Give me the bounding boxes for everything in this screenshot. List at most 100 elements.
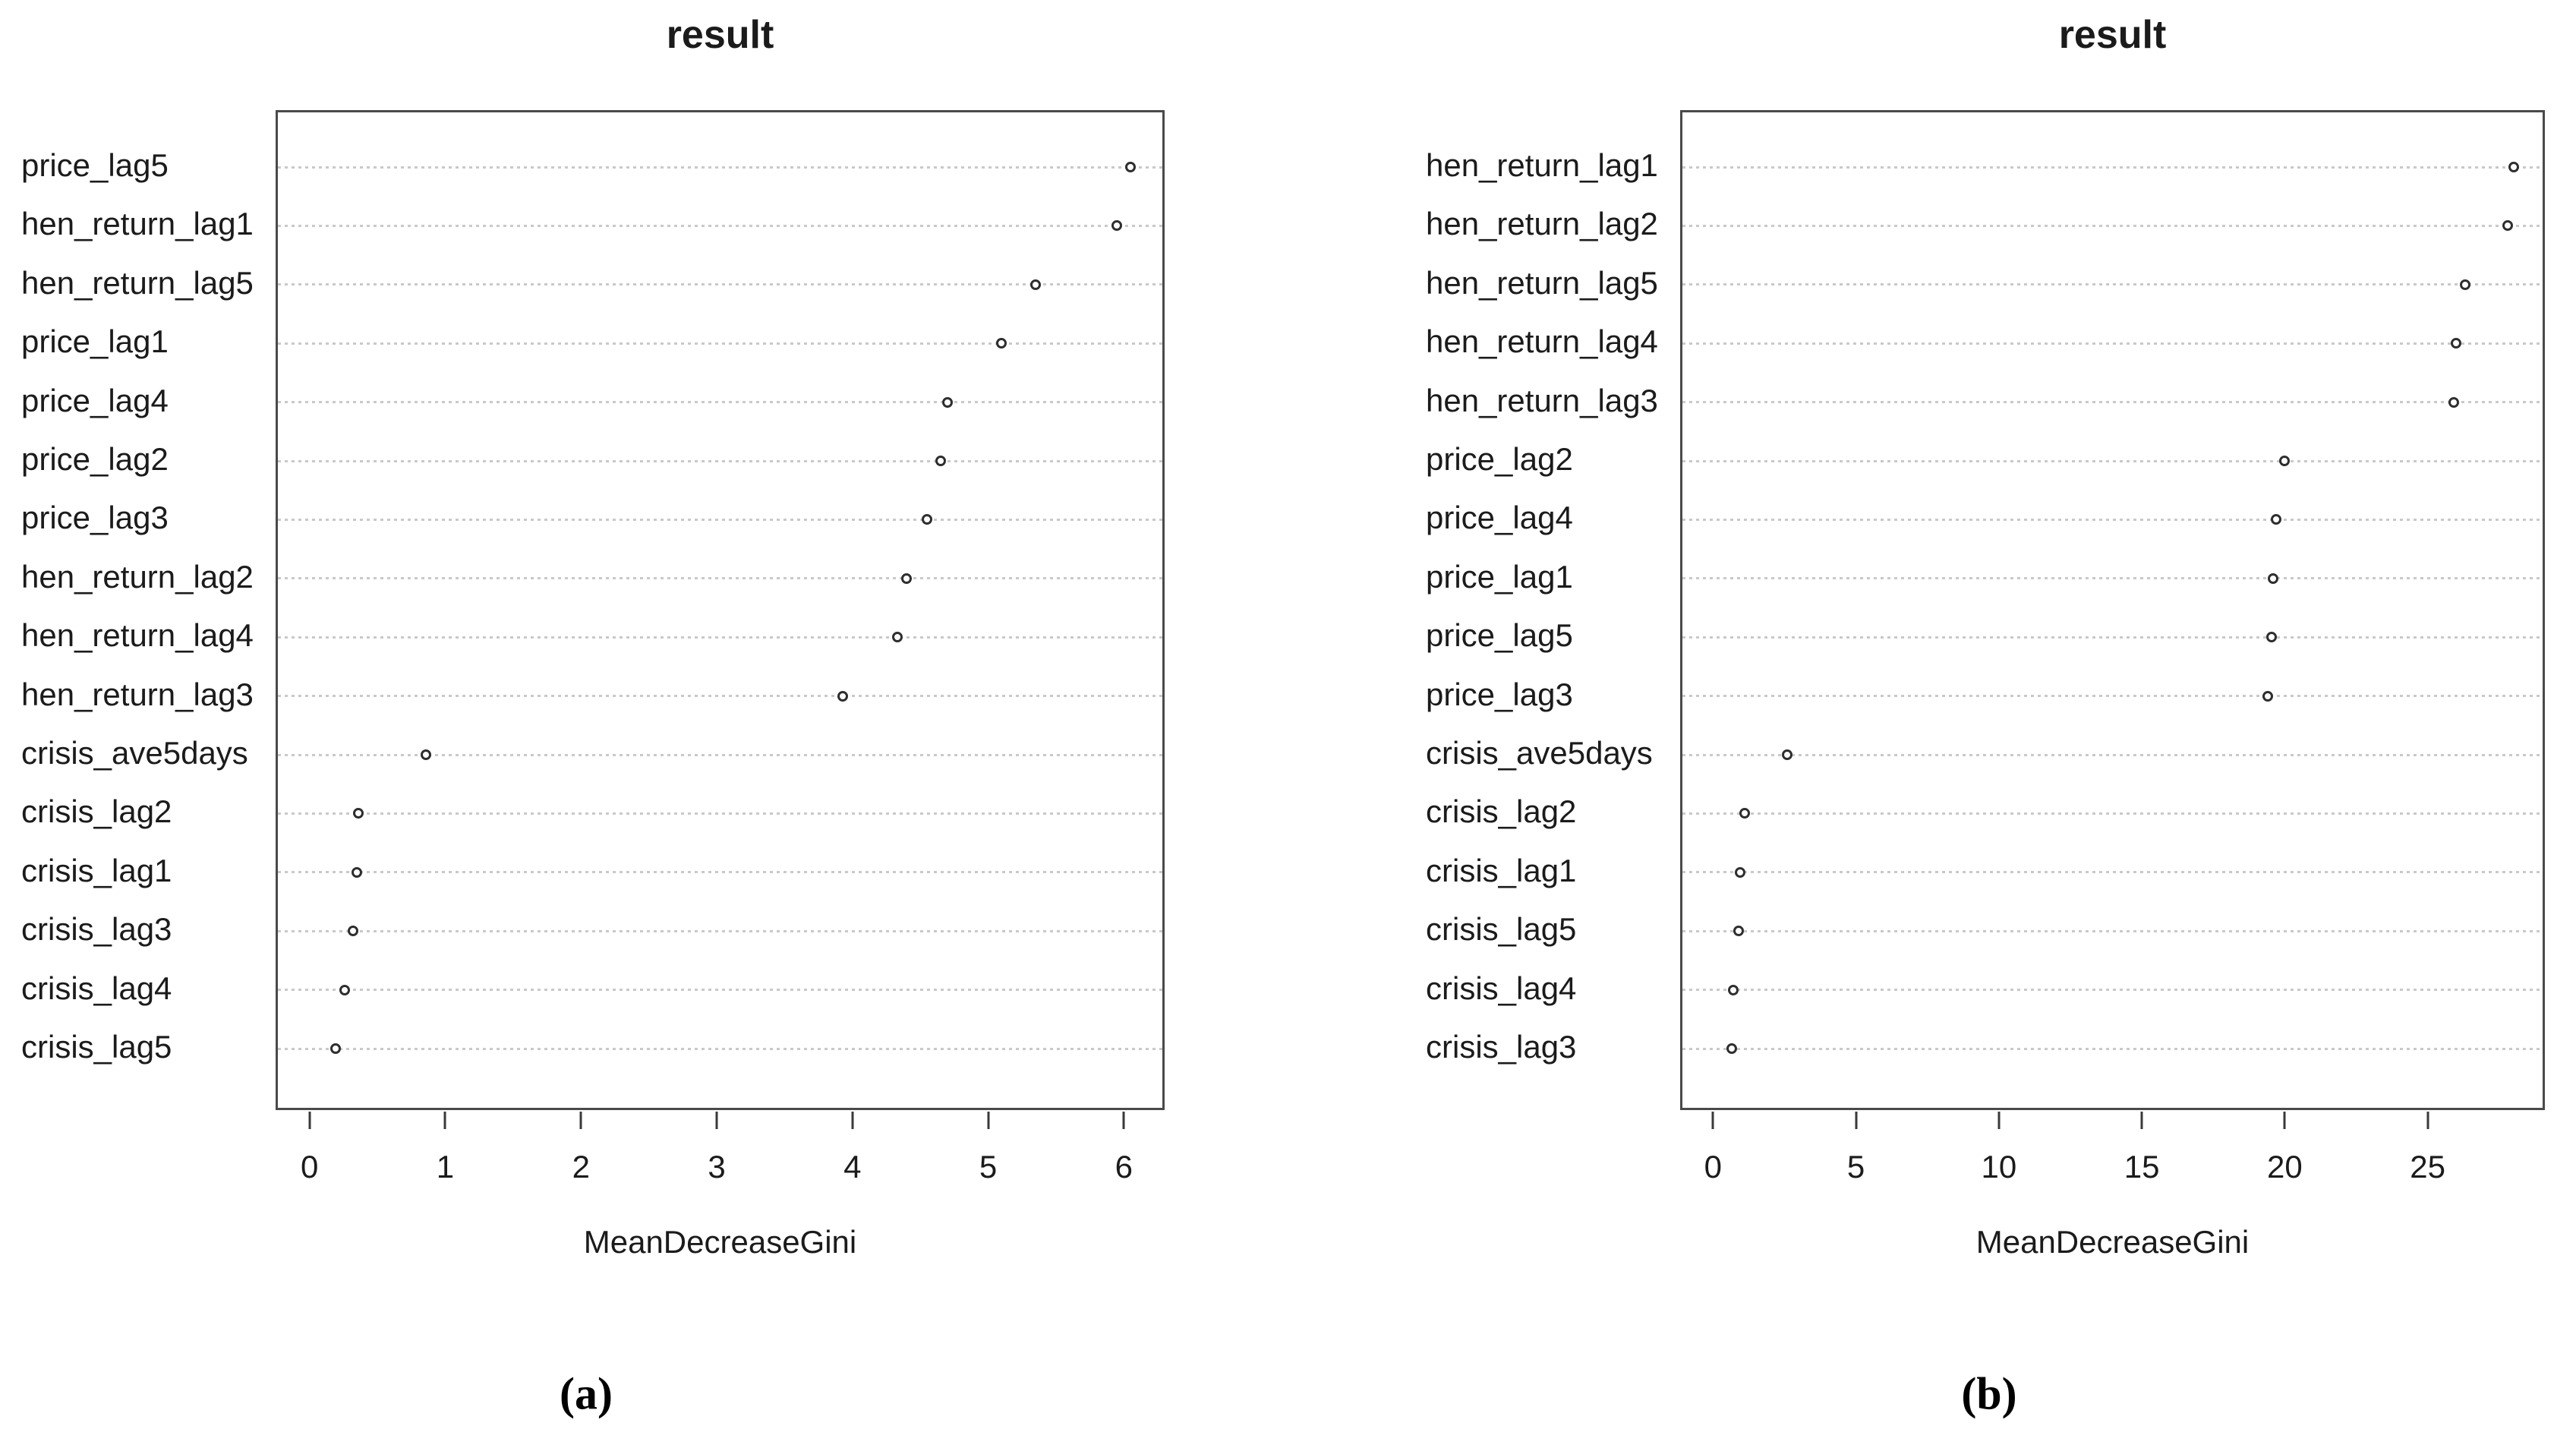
grid-line <box>278 401 1162 404</box>
grid-line <box>278 871 1162 874</box>
x-tick-label: 5 <box>979 1149 998 1185</box>
data-point <box>2271 514 2282 525</box>
x-tick-mark <box>308 1112 311 1129</box>
data-point <box>2262 690 2273 702</box>
y-axis-label: crisis_lag1 <box>1426 852 1577 888</box>
y-axis-label: crisis_lag2 <box>1426 793 1577 830</box>
y-axis-label: hen_return_lag1 <box>21 206 254 242</box>
data-point <box>2268 573 2279 584</box>
x-tick-label: 2 <box>572 1149 590 1185</box>
chart-title: result <box>2058 13 2167 57</box>
data-point <box>891 632 903 643</box>
y-axis-label: hen_return_lag3 <box>21 676 254 712</box>
grid-line <box>278 989 1162 992</box>
y-axis-label: hen_return_lag2 <box>21 558 254 595</box>
y-axis-label: price_lag2 <box>1426 441 1573 478</box>
grid-line <box>1682 577 2543 580</box>
grid-line <box>1682 812 2543 815</box>
x-tick-mark <box>1122 1112 1125 1129</box>
x-tick-mark <box>1711 1112 1714 1129</box>
data-point <box>2266 632 2278 643</box>
data-point <box>1726 1043 1737 1054</box>
y-axis-label: crisis_lag2 <box>21 793 172 830</box>
grid-line <box>278 753 1162 756</box>
grid-line <box>278 518 1162 521</box>
grid-line <box>1682 518 2543 521</box>
chart-title: result <box>666 13 774 57</box>
x-tick-label: 6 <box>1115 1149 1134 1185</box>
x-axis-title: MeanDecreaseGini <box>1975 1224 2250 1260</box>
y-axis-label: hen_return_lag5 <box>21 264 254 301</box>
data-point <box>1733 926 1745 937</box>
y-axis-label: crisis_lag3 <box>21 911 172 948</box>
data-point <box>329 1043 341 1054</box>
x-tick-label: 0 <box>301 1149 319 1185</box>
grid-line <box>278 577 1162 580</box>
grid-line <box>278 459 1162 462</box>
grid-line <box>1682 459 2543 462</box>
y-axis-label: hen_return_lag4 <box>1426 323 1658 360</box>
x-tick-label: 25 <box>2410 1149 2445 1185</box>
data-point <box>1125 162 1137 172</box>
grid-line <box>1682 342 2543 345</box>
x-tick-mark <box>579 1112 582 1129</box>
data-point <box>901 573 913 584</box>
data-point <box>1030 279 1042 290</box>
y-axis-label: price_lag1 <box>21 323 169 360</box>
x-tick-mark <box>851 1112 854 1129</box>
data-point <box>2502 220 2514 232</box>
y-axis-label: price_lag5 <box>21 147 169 184</box>
x-tick-label: 3 <box>708 1149 726 1185</box>
y-axis-label: crisis_ave5days <box>1426 735 1653 771</box>
grid-line <box>278 929 1162 932</box>
data-point <box>347 926 358 937</box>
subfigure-caption: (a) <box>560 1368 613 1419</box>
data-point <box>1111 220 1123 232</box>
grid-line <box>278 695 1162 698</box>
data-point <box>1782 749 1793 760</box>
x-tick-label: 0 <box>1704 1149 1722 1185</box>
x-tick-mark <box>2426 1112 2429 1129</box>
x-tick-mark <box>2283 1112 2286 1129</box>
grid-line <box>1682 283 2543 286</box>
x-tick-mark <box>2140 1112 2143 1129</box>
grid-line <box>1682 695 2543 698</box>
data-point <box>922 514 933 525</box>
grid-line <box>1682 871 2543 874</box>
grid-line <box>1682 989 2543 992</box>
grid-line <box>1682 753 2543 756</box>
plot-area <box>276 110 1165 1110</box>
x-tick-mark <box>987 1112 990 1129</box>
data-point <box>2508 162 2519 172</box>
x-tick-label: 5 <box>1846 1149 1865 1185</box>
grid-line <box>278 812 1162 815</box>
plot-area <box>1680 110 2545 1110</box>
grid-line <box>278 224 1162 227</box>
y-axis-label: crisis_lag4 <box>21 970 172 1006</box>
y-axis-label: price_lag1 <box>1426 558 1573 595</box>
x-tick-label: 4 <box>843 1149 862 1185</box>
data-point <box>935 456 946 466</box>
y-axis-label: price_lag5 <box>1426 617 1573 654</box>
y-axis-label: hen_return_lag5 <box>1426 264 1658 301</box>
data-point <box>421 749 432 760</box>
y-axis-label: crisis_lag1 <box>21 852 172 888</box>
data-point <box>1727 984 1739 995</box>
data-point <box>353 808 364 819</box>
subfigure-caption: (b) <box>1961 1368 2017 1419</box>
y-axis-label: crisis_lag3 <box>1426 1029 1577 1065</box>
x-tick-label: 10 <box>1981 1149 2017 1185</box>
y-axis-label: hen_return_lag2 <box>1426 206 1658 242</box>
grid-line <box>1682 1047 2543 1050</box>
x-tick-label: 15 <box>2124 1149 2160 1185</box>
y-axis-label: crisis_lag5 <box>1426 911 1577 948</box>
data-point <box>352 866 363 878</box>
data-point <box>837 690 849 702</box>
y-axis-label: crisis_lag5 <box>21 1029 172 1065</box>
y-axis-label: price_lag3 <box>1426 676 1573 712</box>
x-tick-mark <box>1997 1112 2001 1129</box>
data-point <box>1735 866 1746 878</box>
grid-line <box>278 342 1162 345</box>
y-axis-label: hen_return_lag4 <box>21 617 254 654</box>
